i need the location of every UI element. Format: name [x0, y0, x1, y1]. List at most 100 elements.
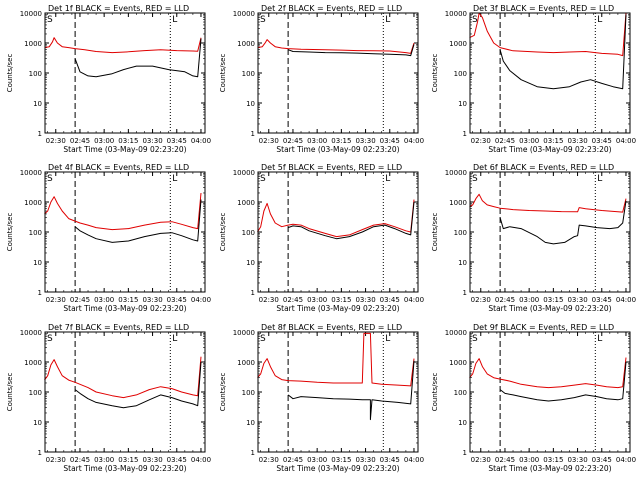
- lld-series-line: [257, 199, 415, 238]
- panel-det-3: Det 3f BLACK = Events, RED = LLD Counts/s…: [431, 4, 636, 154]
- y-tick-label: 1000: [24, 199, 42, 207]
- x-tick-label: 03:30: [142, 137, 162, 145]
- y-tick-label: 100: [454, 389, 467, 397]
- x-tick-label: 03:15: [543, 137, 563, 145]
- panel-det-6: Det 6f BLACK = Events, RED = LLD Counts/s…: [431, 163, 636, 313]
- y-tick-label: 10: [246, 100, 255, 108]
- y-tick-label: 100: [29, 389, 42, 397]
- y-tick-label: 10000: [20, 329, 42, 337]
- x-tick-label: 03:15: [118, 456, 138, 464]
- lld-series-line: [44, 356, 202, 399]
- l-marker: L: [385, 174, 390, 184]
- l-marker: L: [385, 15, 390, 25]
- x-tick-label: 04:00: [404, 137, 424, 145]
- x-tick-label: 03:00: [307, 456, 327, 464]
- y-tick-label: 10000: [20, 10, 42, 18]
- lld-series-line: [44, 37, 202, 54]
- y-tick-label: 10: [33, 100, 42, 108]
- events-series-line: [287, 44, 415, 57]
- x-tick-label: 02:30: [471, 456, 491, 464]
- y-tick-label: 1: [38, 289, 42, 297]
- y-tick-label: 1: [38, 449, 42, 457]
- x-tick-label: 02:45: [495, 296, 515, 304]
- x-tick-label: 03:15: [331, 456, 351, 464]
- x-tick-label: 03:45: [167, 296, 187, 304]
- x-axis-label: Start Time (03-May-09 02:23:20): [276, 304, 399, 313]
- x-tick-label: 03:30: [567, 456, 587, 464]
- plot-frame: [257, 12, 419, 134]
- start-marker: S: [260, 334, 266, 344]
- x-tick-label: 04:00: [616, 456, 636, 464]
- start-marker: S: [260, 174, 266, 184]
- x-tick-label: 03:30: [355, 296, 375, 304]
- start-marker: S: [47, 15, 53, 25]
- start-marker: S: [47, 174, 53, 184]
- x-tick-label: 04:00: [191, 296, 211, 304]
- x-tick-label: 02:45: [283, 296, 303, 304]
- x-tick-label: 03:00: [519, 456, 539, 464]
- y-tick-label: 1: [38, 130, 42, 138]
- y-tick-label: 10000: [233, 10, 255, 18]
- x-tick-label: 04:00: [404, 296, 424, 304]
- y-tick-label: 100: [29, 70, 42, 78]
- panel-det-5: Det 5f BLACK = Events, RED = LLD Counts/s…: [219, 163, 424, 313]
- events-series-line: [499, 361, 627, 402]
- panel-det-9: Det 9f BLACK = Events, RED = LLD Counts/s…: [431, 323, 636, 473]
- y-tick-label: 1000: [24, 359, 42, 367]
- x-tick-label: 03:15: [118, 296, 138, 304]
- plot-frame: [257, 171, 419, 293]
- x-tick-label: 03:45: [592, 456, 612, 464]
- panel-det-2: Det 2f BLACK = Events, RED = LLD Counts/s…: [219, 4, 424, 154]
- y-tick-label: 100: [29, 229, 42, 237]
- plot-frame: [257, 331, 419, 453]
- plot-frame: [44, 12, 206, 134]
- y-tick-label: 10: [246, 259, 255, 267]
- y-tick-label: 100: [454, 70, 467, 78]
- x-tick-label: 03:00: [94, 296, 114, 304]
- y-tick-label: 1000: [449, 199, 467, 207]
- y-axis-label: Counts/sec: [6, 213, 14, 252]
- x-tick-label: 03:15: [331, 137, 351, 145]
- events-series-line: [74, 199, 202, 243]
- panel-title: Det 8f BLACK = Events, RED = LLD: [261, 323, 402, 332]
- panel-title: Det 6f BLACK = Events, RED = LLD: [473, 163, 614, 172]
- start-marker: S: [472, 15, 478, 25]
- l-marker: L: [172, 174, 177, 184]
- y-tick-label: 1: [463, 289, 467, 297]
- x-tick-label: 03:15: [118, 137, 138, 145]
- y-tick-label: 10000: [233, 169, 255, 177]
- x-tick-label: 04:00: [404, 456, 424, 464]
- y-axis-label: Counts/sec: [6, 54, 14, 93]
- x-tick-label: 03:00: [94, 137, 114, 145]
- y-tick-label: 1000: [449, 40, 467, 48]
- x-tick-label: 03:00: [519, 296, 539, 304]
- panel-title: Det 7f BLACK = Events, RED = LLD: [48, 323, 189, 332]
- x-tick-label: 03:30: [142, 456, 162, 464]
- y-tick-label: 1000: [237, 199, 255, 207]
- y-tick-label: 1: [251, 449, 255, 457]
- x-tick-label: 03:45: [167, 456, 187, 464]
- y-tick-label: 100: [242, 229, 255, 237]
- x-tick-label: 03:45: [380, 137, 400, 145]
- y-tick-label: 100: [242, 389, 255, 397]
- x-tick-label: 02:45: [70, 296, 90, 304]
- panel-title: Det 5f BLACK = Events, RED = LLD: [261, 163, 402, 172]
- y-tick-label: 1000: [24, 40, 42, 48]
- y-tick-label: 1000: [449, 359, 467, 367]
- lld-series-line: [44, 192, 202, 231]
- start-marker: S: [472, 174, 478, 184]
- lld-series-line: [257, 39, 415, 54]
- x-tick-label: 03:30: [355, 456, 375, 464]
- y-tick-label: 10000: [445, 169, 467, 177]
- y-tick-label: 10: [33, 259, 42, 267]
- x-tick-label: 02:30: [471, 137, 491, 145]
- y-axis-label: Counts/sec: [431, 213, 439, 252]
- x-tick-label: 03:45: [592, 296, 612, 304]
- x-tick-label: 03:45: [380, 456, 400, 464]
- x-axis-label: Start Time (03-May-09 02:23:20): [276, 464, 399, 473]
- l-marker: L: [597, 334, 602, 344]
- x-tick-label: 03:00: [519, 137, 539, 145]
- panel-title: Det 1f BLACK = Events, RED = LLD: [48, 4, 189, 13]
- panel-det-8: Det 8f BLACK = Events, RED = LLD Counts/s…: [219, 323, 424, 473]
